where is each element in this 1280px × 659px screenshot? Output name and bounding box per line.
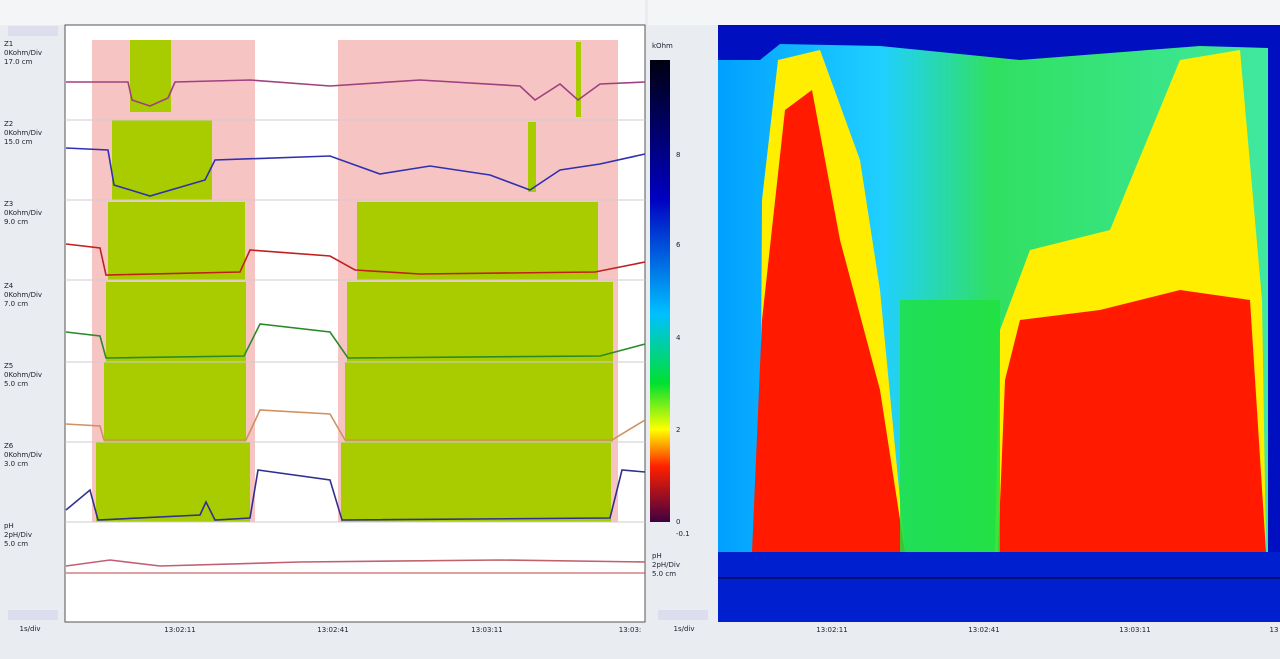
heatmap bbox=[718, 25, 1280, 622]
channel-scale: 2pH/Div bbox=[652, 561, 680, 569]
colorbar-ticks: 8 6 4 2 0 -0.1 bbox=[676, 151, 690, 538]
colorbar-tick: 6 bbox=[676, 241, 681, 249]
colorbar-tick: 8 bbox=[676, 151, 680, 159]
channel-position: 3.0 cm bbox=[4, 460, 28, 468]
colorbar-tick: 2 bbox=[676, 426, 680, 434]
colorbar-tick: 0 bbox=[676, 518, 680, 526]
time-label: 13 bbox=[1270, 626, 1279, 634]
channel-name: Z1 bbox=[4, 40, 13, 48]
channel-position: 7.0 cm bbox=[4, 300, 28, 308]
channel-position: 9.0 cm bbox=[4, 218, 28, 226]
zoom-buttons[interactable] bbox=[8, 610, 58, 620]
colorbar bbox=[650, 60, 670, 522]
row-dividers bbox=[65, 119, 645, 523]
channel-scale: 2pH/Div bbox=[4, 531, 32, 539]
channel-scale: 0Kohm/Div bbox=[4, 451, 42, 459]
toolbar bbox=[0, 0, 645, 25]
traces bbox=[65, 79, 646, 574]
channel-scale: 0Kohm/Div bbox=[4, 291, 42, 299]
colorbar-title: kOhm bbox=[652, 42, 673, 50]
time-label: 13:03:11 bbox=[1119, 626, 1150, 634]
time-label: 13:03:11 bbox=[471, 626, 502, 634]
time-axis: 13:02:11 13:02:41 13:03:11 13 bbox=[816, 626, 1278, 634]
time-axis: 13:02:11 13:02:41 13:03:11 13:03: bbox=[164, 626, 641, 634]
time-label: 13:02:41 bbox=[968, 626, 999, 634]
time-label: 13:02:11 bbox=[816, 626, 847, 634]
channel-position: 5.0 cm bbox=[652, 570, 676, 578]
channel-position: 15.0 cm bbox=[4, 138, 33, 146]
channel-scale: 0Kohm/Div bbox=[4, 129, 42, 137]
toolbar bbox=[648, 0, 1280, 25]
channel-scale: 0Kohm/Div bbox=[4, 371, 42, 379]
shading bbox=[92, 40, 618, 522]
channel-scale: 0Kohm/Div bbox=[4, 209, 42, 217]
channel-name: Z6 bbox=[4, 442, 14, 450]
channel-name: Z3 bbox=[4, 200, 13, 208]
time-label: 13:02:41 bbox=[317, 626, 348, 634]
time-label: 13:03: bbox=[619, 626, 642, 634]
time-scale: 1s/div bbox=[20, 625, 41, 633]
channel-scale: 0Kohm/Div bbox=[4, 49, 42, 57]
channel-name: Z4 bbox=[4, 282, 14, 290]
channel-name: pH bbox=[652, 552, 662, 560]
time-label: 13:02:11 bbox=[164, 626, 195, 634]
colorbar-tick: -0.1 bbox=[676, 530, 690, 538]
colorbar-tick: 4 bbox=[676, 334, 681, 342]
time-scale: 1s/div bbox=[674, 625, 695, 633]
channel-name: pH bbox=[4, 522, 14, 530]
channel-position: 5.0 cm bbox=[4, 540, 28, 548]
channel-name: Z2 bbox=[4, 120, 13, 128]
channel-position: 17.0 cm bbox=[4, 58, 33, 66]
channel-name: Z5 bbox=[4, 362, 13, 370]
zoom-buttons[interactable] bbox=[658, 610, 708, 620]
channel-position: 5.0 cm bbox=[4, 380, 28, 388]
scroll-buttons[interactable] bbox=[8, 26, 58, 36]
